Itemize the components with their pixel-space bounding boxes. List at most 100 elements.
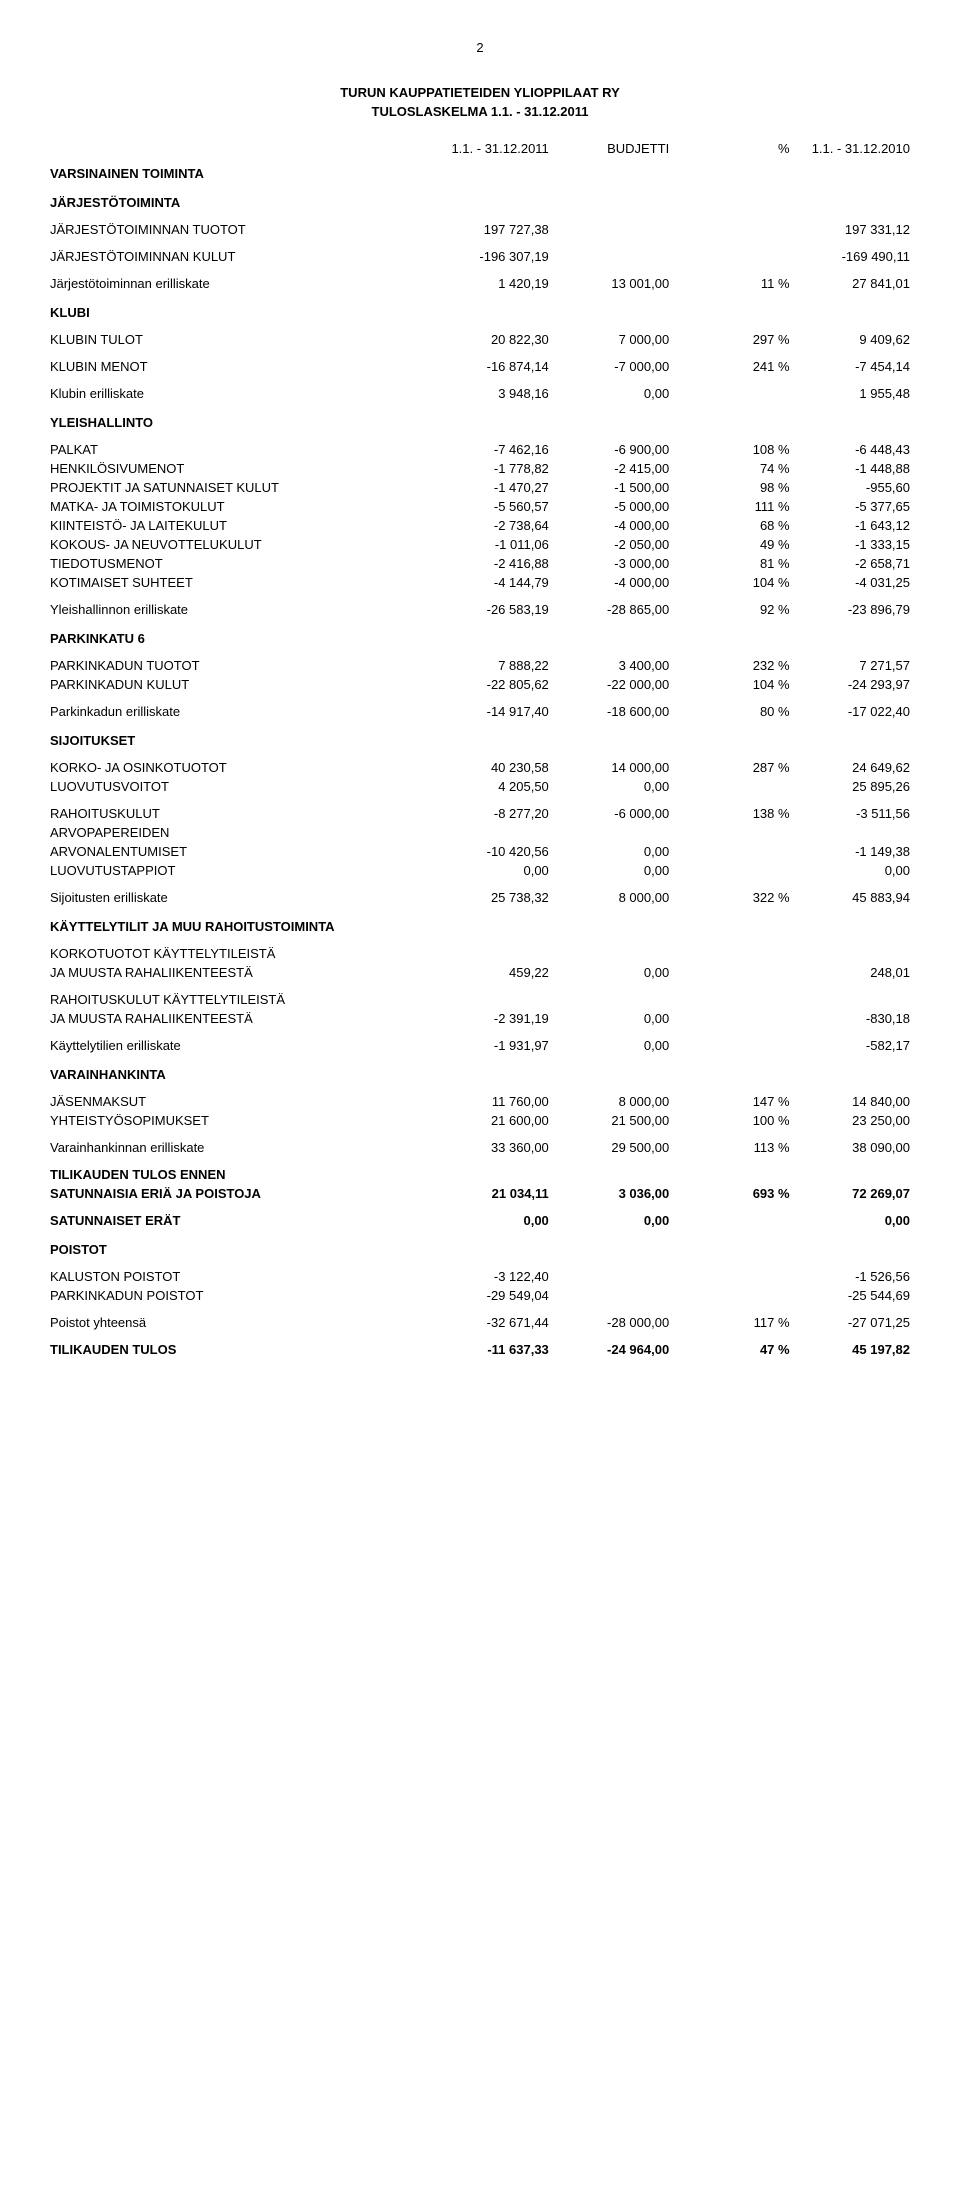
row-label: KLUBIN TULOT bbox=[50, 322, 428, 349]
cell: 80 % bbox=[669, 694, 789, 721]
cell: 8 000,00 bbox=[549, 1084, 669, 1111]
row-label: PARKINKADUN KULUT bbox=[50, 675, 428, 694]
row-label: TIEDOTUSMENOT bbox=[50, 554, 428, 573]
cell: -7 462,16 bbox=[428, 432, 548, 459]
cell: -24 964,00 bbox=[549, 1332, 669, 1359]
cell: 47 % bbox=[669, 1332, 789, 1359]
cell: -7 454,14 bbox=[790, 349, 910, 376]
cell: 459,22 bbox=[428, 963, 548, 982]
row-label: JA MUUSTA RAHALIIKENTEESTÄ bbox=[50, 963, 428, 982]
cell: -29 549,04 bbox=[428, 1286, 548, 1305]
row-label: Parkinkadun erilliskate bbox=[50, 694, 428, 721]
cell: -3 122,40 bbox=[428, 1259, 548, 1286]
cell: -23 896,79 bbox=[790, 592, 910, 619]
cell: 232 % bbox=[669, 648, 789, 675]
cell: 24 649,62 bbox=[790, 750, 910, 777]
cell: 0,00 bbox=[549, 842, 669, 861]
cell: 49 % bbox=[669, 535, 789, 554]
cell: -4 000,00 bbox=[549, 516, 669, 535]
col-h1: 1.1. - 31.12.2011 bbox=[428, 139, 548, 164]
cell: 248,01 bbox=[790, 963, 910, 982]
row-label: TILIKAUDEN TULOS ENNEN bbox=[50, 1157, 428, 1184]
row-label: HENKILÖSIVUMENOT bbox=[50, 459, 428, 478]
cell: -16 874,14 bbox=[428, 349, 548, 376]
cell: -18 600,00 bbox=[549, 694, 669, 721]
cell: 0,00 bbox=[549, 1203, 669, 1230]
cell: -24 293,97 bbox=[790, 675, 910, 694]
cell: 25 895,26 bbox=[790, 777, 910, 796]
cell: -1 448,88 bbox=[790, 459, 910, 478]
section-poistot: POISTOT bbox=[50, 1230, 428, 1259]
cell: -1 643,12 bbox=[790, 516, 910, 535]
cell: 104 % bbox=[669, 573, 789, 592]
row-label: PARKINKADUN TUOTOT bbox=[50, 648, 428, 675]
row-label: KORKO- JA OSINKOTUOTOT bbox=[50, 750, 428, 777]
cell: 27 841,01 bbox=[790, 266, 910, 293]
cell: 0,00 bbox=[790, 1203, 910, 1230]
section-jarjesto: JÄRJESTÖTOIMINTA bbox=[50, 183, 428, 212]
cell: -1 778,82 bbox=[428, 459, 548, 478]
cell: 1 955,48 bbox=[790, 376, 910, 403]
cell: 33 360,00 bbox=[428, 1130, 548, 1157]
cell: -26 583,19 bbox=[428, 592, 548, 619]
row-label: TILIKAUDEN TULOS bbox=[50, 1332, 428, 1359]
section-varainhankinta: VARAINHANKINTA bbox=[50, 1055, 428, 1084]
cell: 14 000,00 bbox=[549, 750, 669, 777]
row-label: Klubin erilliskate bbox=[50, 376, 428, 403]
row-label: PROJEKTIT JA SATUNNAISET KULUT bbox=[50, 478, 428, 497]
cell: -8 277,20 bbox=[428, 796, 548, 823]
row-label: JÄRJESTÖTOIMINNAN TUOTOT bbox=[50, 212, 428, 239]
row-label: RAHOITUSKULUT KÄYTTELYTILEISTÄ bbox=[50, 982, 428, 1009]
cell: -22 000,00 bbox=[549, 675, 669, 694]
cell: 45 883,94 bbox=[790, 880, 910, 907]
cell: 241 % bbox=[669, 349, 789, 376]
cell: 9 409,62 bbox=[790, 322, 910, 349]
cell: 7 888,22 bbox=[428, 648, 548, 675]
cell: 113 % bbox=[669, 1130, 789, 1157]
row-label: PARKINKADUN POISTOT bbox=[50, 1286, 428, 1305]
cell: 0,00 bbox=[549, 861, 669, 880]
cell: 0,00 bbox=[549, 376, 669, 403]
cell: -5 000,00 bbox=[549, 497, 669, 516]
cell: 100 % bbox=[669, 1111, 789, 1130]
cell: -6 000,00 bbox=[549, 796, 669, 823]
row-label: RAHOITUSKULUT bbox=[50, 796, 428, 823]
cell: -22 805,62 bbox=[428, 675, 548, 694]
doc-title: TULOSLASKELMA 1.1. - 31.12.2011 bbox=[50, 104, 910, 119]
cell: 25 738,32 bbox=[428, 880, 548, 907]
cell: -1 149,38 bbox=[790, 842, 910, 861]
cell: 693 % bbox=[669, 1184, 789, 1203]
cell: 81 % bbox=[669, 554, 789, 573]
row-label: ARVONALENTUMISET bbox=[50, 842, 428, 861]
cell: -5 377,65 bbox=[790, 497, 910, 516]
cell: -1 470,27 bbox=[428, 478, 548, 497]
cell: -7 000,00 bbox=[549, 349, 669, 376]
cell: -955,60 bbox=[790, 478, 910, 497]
cell: 3 036,00 bbox=[549, 1184, 669, 1203]
cell: 104 % bbox=[669, 675, 789, 694]
cell: 147 % bbox=[669, 1084, 789, 1111]
col-h3: % bbox=[669, 139, 789, 164]
cell: 0,00 bbox=[549, 777, 669, 796]
row-label: LUOVUTUSTAPPIOT bbox=[50, 861, 428, 880]
cell: -28 000,00 bbox=[549, 1305, 669, 1332]
cell: -2 391,19 bbox=[428, 1009, 548, 1028]
cell: 14 840,00 bbox=[790, 1084, 910, 1111]
cell: 0,00 bbox=[428, 861, 548, 880]
section-parkinkatu: PARKINKATU 6 bbox=[50, 619, 428, 648]
row-label: KLUBIN MENOT bbox=[50, 349, 428, 376]
cell: -582,17 bbox=[790, 1028, 910, 1055]
cell: 287 % bbox=[669, 750, 789, 777]
cell: 13 001,00 bbox=[549, 266, 669, 293]
cell: 29 500,00 bbox=[549, 1130, 669, 1157]
row-label: KALUSTON POISTOT bbox=[50, 1259, 428, 1286]
row-label: Varainhankinnan erilliskate bbox=[50, 1130, 428, 1157]
cell: 3 948,16 bbox=[428, 376, 548, 403]
cell: 0,00 bbox=[790, 861, 910, 880]
cell: 98 % bbox=[669, 478, 789, 497]
cell: 111 % bbox=[669, 497, 789, 516]
income-statement-table: 1.1. - 31.12.2011 BUDJETTI % 1.1. - 31.1… bbox=[50, 139, 910, 1359]
cell: -169 490,11 bbox=[790, 239, 910, 266]
cell: -28 865,00 bbox=[549, 592, 669, 619]
cell: 38 090,00 bbox=[790, 1130, 910, 1157]
